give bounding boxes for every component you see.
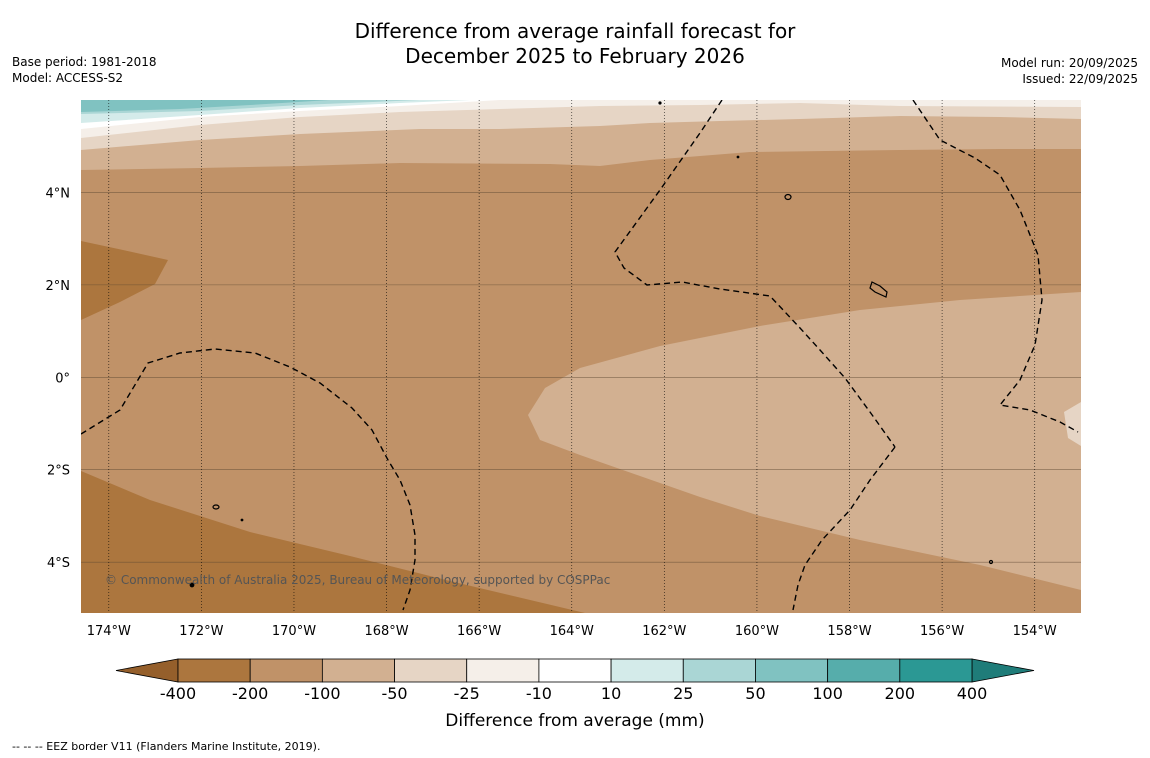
- colorbar-tick-label: -400: [160, 684, 196, 703]
- colorbar-tick-label: -100: [304, 684, 340, 703]
- issued-date: Issued: 22/09/2025: [1022, 72, 1138, 86]
- meta-right: Model run: 20/09/2025 Issued: 22/09/2025: [1001, 55, 1138, 87]
- field-southwest-wedge: [81, 471, 585, 613]
- eez-border-north: [614, 100, 896, 448]
- colorbar-bin: [394, 658, 468, 683]
- island-h: [736, 155, 740, 159]
- lon-tick-label: 164°W: [550, 624, 594, 639]
- map-title: Difference from average rainfall forecas…: [0, 19, 1150, 69]
- colorbar-bin: [682, 658, 756, 683]
- base-period: Base period: 1981-2018: [12, 55, 157, 69]
- field-north-band-25: [81, 100, 1081, 138]
- island-d: [189, 582, 195, 588]
- colorbar-title: Difference from average (mm): [445, 711, 704, 731]
- colorbar-tick-label: -200: [232, 684, 268, 703]
- graticule: [81, 100, 1081, 613]
- islands: [189, 101, 994, 588]
- island-b: [869, 281, 888, 298]
- island-e: [658, 101, 662, 105]
- colorbar-over-arrow: [971, 658, 1035, 683]
- colorbar-under-arrow: [115, 658, 179, 683]
- lat-tick-label: 4°N: [46, 186, 71, 201]
- eez-source-note: -- -- -- EEZ border V11 (Flanders Marine…: [12, 740, 321, 753]
- lon-tick-label: 172°W: [179, 624, 223, 639]
- island-a: [784, 193, 792, 201]
- colorbar-tick-label: 50: [745, 684, 765, 703]
- colorbar-tick-label: -25: [454, 684, 480, 703]
- colorbar-tick-label: -50: [381, 684, 407, 703]
- colorbar-tick-label: 100: [812, 684, 843, 703]
- latitude-labels: 4°N 2°N 0° 2°S 4°S: [46, 186, 71, 571]
- lat-tick-label: 4°S: [47, 556, 70, 571]
- colorbar-tick-label: 10: [601, 684, 621, 703]
- colorbar-bin: [321, 658, 395, 683]
- model-run: Model run: 20/09/2025: [1000, 56, 1138, 70]
- title-line-2: December 2025 to February 2026: [405, 44, 745, 68]
- title-line-1: Difference from average rainfall forecas…: [354, 19, 796, 43]
- lat-tick-label: 0°: [55, 371, 70, 386]
- field-west-patch: [81, 241, 168, 320]
- field-east-tongue: [528, 292, 1081, 590]
- lon-tick-label: 154°W: [1013, 624, 1057, 639]
- longitude-labels: 174°W 172°W 170°W 168°W 166°W 164°W 162°W 160°W…: [87, 624, 1057, 639]
- colorbar-bin: [899, 658, 973, 683]
- eez-border-west: [81, 348, 416, 611]
- lat-tick-label: 2°N: [46, 279, 71, 294]
- colorbar-bin: [177, 658, 251, 683]
- colorbar: -400 -200 -100 -50 -25 -10 10 25 50 100 200 400: [115, 658, 1035, 703]
- colorbar-tick-label: -10: [526, 684, 552, 703]
- lon-tick-label: 158°W: [827, 624, 871, 639]
- field-east-patch: [1064, 402, 1081, 446]
- lon-tick-label: 160°W: [735, 624, 779, 639]
- eez-border-east: [912, 100, 1079, 433]
- lon-tick-label: 162°W: [642, 624, 686, 639]
- lat-tick-label: 2°S: [47, 464, 70, 479]
- colorbar-bin: [755, 658, 829, 683]
- colorbar-bin: [538, 658, 612, 683]
- colorbar-tick-label: 400: [957, 684, 988, 703]
- colorbar-bin: [610, 658, 684, 683]
- island-g: [240, 518, 244, 522]
- lon-tick-label: 174°W: [87, 624, 131, 639]
- colorbar-bin: [466, 658, 540, 683]
- colorbar-bin: [827, 658, 901, 683]
- colorbar-tick-label: 25: [673, 684, 693, 703]
- field-north-band-p50: [81, 100, 330, 112]
- island-f: [988, 559, 994, 565]
- island-c: [212, 504, 220, 510]
- eez-border-south: [792, 446, 896, 611]
- map-plot-area: © Commonwealth of Australia 2025, Bureau…: [81, 100, 1081, 613]
- lon-tick-label: 168°W: [364, 624, 408, 639]
- lon-tick-label: 156°W: [920, 624, 964, 639]
- model-name: Model: ACCESS-S2: [12, 71, 124, 85]
- colorbar-tick-label: 200: [885, 684, 916, 703]
- lon-tick-label: 170°W: [272, 624, 316, 639]
- copyright-text: © Commonwealth of Australia 2025, Bureau…: [105, 573, 610, 587]
- lon-tick-label: 166°W: [457, 624, 501, 639]
- colorbar-bin: [249, 658, 323, 683]
- meta-left: Base period: 1981-2018 Model: ACCESS-S2: [12, 54, 157, 86]
